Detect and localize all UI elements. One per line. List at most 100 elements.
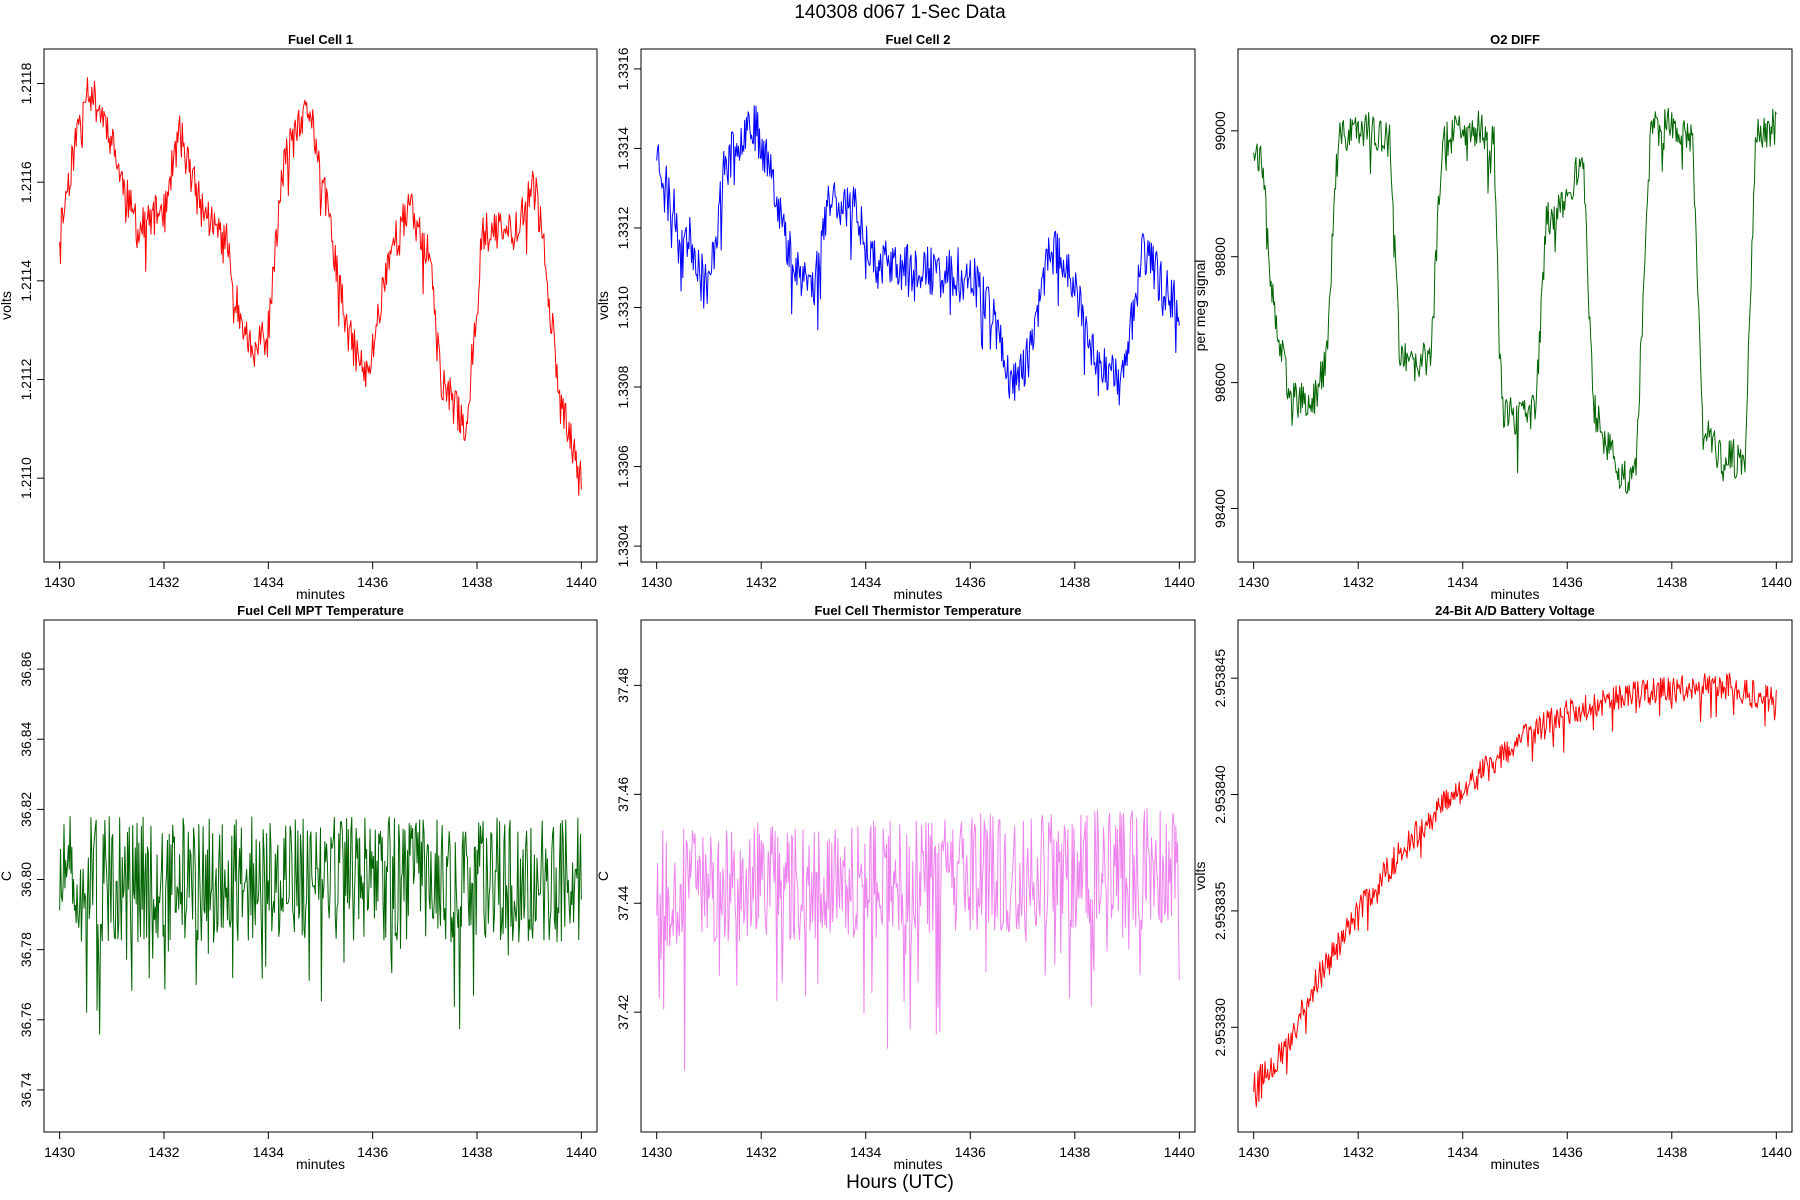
x-tick-label: 1430: [641, 574, 672, 590]
y-tick-label: 1.3304: [615, 524, 631, 567]
chart-panel-3: O2 DIFF 1430 1432 1434 1436 1438 1440 98400 9860…: [1192, 32, 1793, 602]
plot-frame: [640, 619, 1196, 1133]
bottom-axis-label: Hours (UTC): [846, 1172, 954, 1193]
x-tick-label: 1436: [955, 574, 986, 590]
x-tick-label: 1438: [461, 574, 492, 590]
series-line: [59, 815, 582, 1035]
y-tick-label: 1.3310: [615, 286, 631, 329]
y-tick-label: 1.2116: [18, 161, 34, 203]
x-tick-label: 1434: [1447, 1144, 1478, 1160]
x-tick-label: 1440: [566, 1144, 597, 1160]
y-axis-label: per meg signal: [1192, 260, 1208, 352]
x-tick-label: 1436: [955, 1144, 986, 1160]
y-tick-label: 98600: [1212, 363, 1228, 402]
x-tick-label: 1432: [148, 1144, 179, 1160]
x-tick-label: 1438: [1059, 574, 1090, 590]
x-axis-label: minutes: [296, 586, 345, 602]
series-line: [1253, 672, 1777, 1108]
y-tick-label: 98400: [1212, 489, 1228, 528]
y-axis-label: C: [0, 871, 14, 881]
x-tick-label: 1434: [850, 574, 881, 590]
plot-frame: [43, 619, 598, 1133]
y-tick-label: 99000: [1212, 111, 1228, 150]
y-tick-label: 37.48: [615, 668, 631, 703]
y-tick-label: 1.3306: [615, 445, 631, 488]
x-axis-label: minutes: [1490, 586, 1539, 602]
x-tick-label: 1436: [1552, 574, 1583, 590]
x-tick-label: 1438: [1656, 574, 1687, 590]
y-tick-label: 1.3308: [615, 365, 631, 408]
x-tick-label: 1432: [148, 574, 179, 590]
x-tick-label: 1430: [44, 1144, 75, 1160]
x-tick-label: 1432: [746, 574, 777, 590]
x-tick-label: 1434: [850, 1144, 881, 1160]
chart-panel-4: Fuel Cell MPT Temperature 1430 1432 1434 143…: [0, 603, 598, 1172]
plot-frame: [640, 48, 1196, 563]
y-tick-label: 36.82: [18, 792, 34, 827]
x-tick-label: 1430: [641, 1144, 672, 1160]
y-tick-label: 2.953840: [1212, 765, 1228, 824]
y-tick-label: 1.3314: [615, 127, 631, 170]
x-tick-label: 1436: [357, 1144, 388, 1160]
x-tick-label: 1440: [1761, 574, 1792, 590]
x-axis-label: minutes: [893, 586, 942, 602]
chart-title: 24-Bit A/D Battery Voltage: [1435, 603, 1595, 618]
y-tick-label: 36.80: [18, 862, 34, 897]
y-tick-label: 37.46: [615, 777, 631, 812]
y-tick-label: 1.2118: [18, 62, 34, 104]
y-tick-label: 1.2114: [18, 260, 34, 302]
x-tick-label: 1436: [1552, 1144, 1583, 1160]
y-tick-label: 2.953845: [1212, 649, 1228, 708]
y-axis-label: C: [595, 871, 611, 881]
plot-frame: [1237, 619, 1793, 1133]
y-tick-label: 36.84: [18, 722, 34, 757]
y-tick-label: 36.74: [18, 1072, 34, 1107]
chart-panel-5: Fuel Cell Thermistor Temperature 1430 1432…: [595, 603, 1196, 1172]
chart-title: O2 DIFF: [1490, 32, 1540, 47]
x-tick-label: 1434: [1447, 574, 1478, 590]
y-tick-label: 2.953835: [1212, 882, 1228, 941]
x-tick-label: 1436: [357, 574, 388, 590]
x-tick-label: 1432: [746, 1144, 777, 1160]
plot-frame: [43, 48, 598, 563]
y-tick-label: 2.953830: [1212, 998, 1228, 1057]
x-axis-label: minutes: [296, 1156, 345, 1172]
x-tick-label: 1438: [461, 1144, 492, 1160]
y-tick-label: 36.86: [18, 651, 34, 686]
x-tick-label: 1440: [1164, 1144, 1195, 1160]
y-axis-label: volts: [1192, 862, 1208, 891]
series-line: [656, 105, 1180, 406]
chart-panel-1: Fuel Cell 1 1430 1432 1434 1436 1438 1440 1.211…: [0, 32, 598, 602]
x-tick-label: 1440: [1761, 1144, 1792, 1160]
x-axis-label: minutes: [1490, 1156, 1539, 1172]
chart-title: Fuel Cell 1: [288, 32, 353, 47]
y-tick-label: 37.42: [615, 994, 631, 1029]
series-line: [59, 77, 582, 496]
chart-title: Fuel Cell MPT Temperature: [237, 603, 404, 618]
x-tick-label: 1430: [1238, 574, 1269, 590]
y-tick-label: 36.76: [18, 1002, 34, 1037]
series-line: [1253, 107, 1777, 494]
y-tick-label: 1.2110: [18, 457, 34, 499]
y-tick-label: 1.2112: [18, 358, 34, 400]
series-line: [656, 808, 1180, 1071]
x-tick-label: 1432: [1343, 574, 1374, 590]
page-title: 140308 d067 1-Sec Data: [794, 2, 1006, 23]
chart-title: Fuel Cell Thermistor Temperature: [814, 603, 1021, 618]
x-tick-label: 1434: [253, 1144, 284, 1160]
y-tick-label: 98800: [1212, 237, 1228, 276]
chart-title: Fuel Cell 2: [885, 32, 950, 47]
x-tick-label: 1430: [44, 574, 75, 590]
y-tick-label: 1.3312: [615, 206, 631, 249]
y-tick-label: 36.78: [18, 932, 34, 967]
x-tick-label: 1432: [1343, 1144, 1374, 1160]
x-tick-label: 1440: [566, 574, 597, 590]
x-tick-label: 1440: [1164, 574, 1195, 590]
x-tick-label: 1438: [1059, 1144, 1090, 1160]
chart-panel-6: 24-Bit A/D Battery Voltage 1430 1432 1434 14…: [1192, 603, 1793, 1172]
y-tick-label: 37.44: [615, 886, 631, 921]
chart-panel-2: Fuel Cell 2 1430 1432 1434 1436 1438 1440 1.330…: [595, 32, 1196, 602]
y-axis-label: volts: [0, 291, 14, 320]
